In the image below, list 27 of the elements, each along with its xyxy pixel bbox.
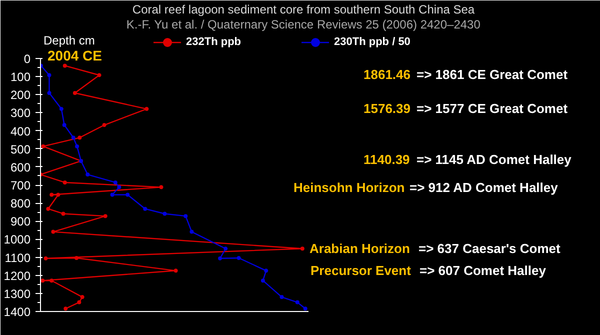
y-tick-label: 1400	[4, 305, 31, 319]
y-tick-label: 1100	[4, 250, 31, 265]
y-tick-label: 800	[10, 196, 31, 211]
text: 1861.46 => 1861 CE Great Comet	[364, 67, 568, 82]
y-tick-label: 500	[10, 142, 31, 156]
y-tick-label: 700	[10, 178, 31, 192]
annotation: Heinsohn Horizon => 912 AD Comet Halley	[294, 180, 559, 195]
chart-subtitle: K.-F. Yu et al. / Quaternary Science Reviews 25 (2006) 2420–2430	[126, 18, 481, 32]
y-tick-label: 900	[10, 214, 31, 229]
legend-label: 230Th ppb / 50	[334, 36, 410, 48]
y-tick-label: 0	[24, 52, 31, 66]
text: Arabian Horizon => 637 Caesar's Comet	[310, 241, 562, 256]
legend-label: 232Th ppb	[186, 36, 242, 48]
text: 1576.39 => 1577 CE Great Comet	[364, 101, 568, 116]
y-tick-label: 1000	[4, 232, 31, 247]
y-tick-label: 300	[10, 106, 31, 120]
y-tick-label: 1200	[4, 268, 31, 283]
y-tick-label: 100	[10, 70, 31, 84]
y-tick-label: 600	[10, 160, 31, 174]
y-tick-label: 200	[10, 88, 31, 102]
y-tick-label: 400	[10, 124, 31, 138]
y-tick-label: 1300	[4, 286, 31, 301]
annotation: 2004 CE	[48, 48, 102, 64]
text: Precursor Event => 607 Comet Halley	[310, 263, 547, 278]
text: 1140.39 => 1145 AD Comet Halley	[364, 152, 572, 167]
y-axis-title: Depth cm	[44, 34, 95, 48]
chart-title: Coral reef lagoon sediment core from southern South China Sea	[132, 2, 475, 16]
